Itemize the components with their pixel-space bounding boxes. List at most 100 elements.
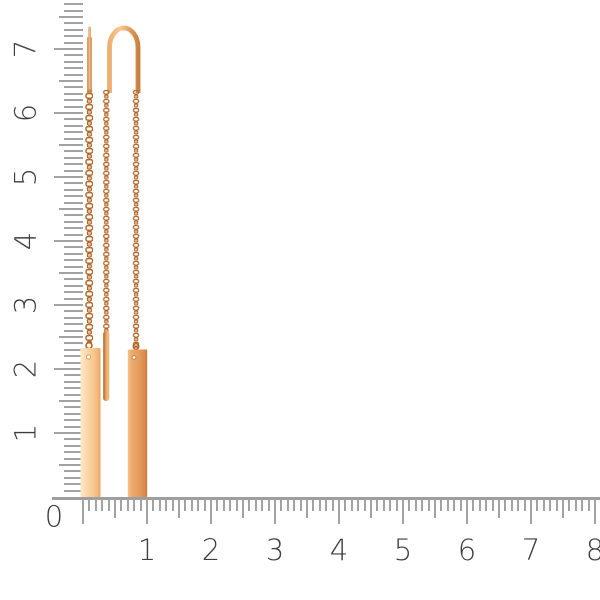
vertical-ruler-tick	[59, 272, 83, 274]
vertical-ruler-tick	[64, 67, 83, 70]
vertical-ruler-tick	[59, 208, 83, 210]
horizontal-ruler-tick	[139, 499, 142, 511]
horizontal-ruler-tick	[402, 499, 404, 524]
horizontal-ruler-tick	[434, 499, 436, 518]
cable-chain	[85, 93, 93, 344]
horizontal-ruler-tick	[293, 499, 296, 511]
horizontal-ruler-tick	[306, 499, 308, 518]
horizontal-ruler-tick	[517, 499, 520, 511]
horizontal-ruler-tick	[427, 499, 430, 511]
horizontal-ruler-tick	[523, 499, 526, 511]
vertical-ruler-tick	[64, 22, 83, 25]
u-shaped-ear-wire	[107, 25, 141, 93]
vertical-ruler-tick	[64, 214, 83, 217]
earring-left-flat	[80, 26, 101, 497]
horizontal-ruler-number: 5	[393, 533, 413, 567]
horizontal-ruler-tick	[280, 499, 283, 511]
vertical-ruler-tick	[64, 284, 83, 287]
horizontal-ruler-tick	[594, 499, 596, 524]
vertical-ruler-tick	[64, 195, 83, 198]
horizontal-ruler-tick	[414, 499, 417, 511]
vertical-ruler-tick	[64, 297, 83, 300]
horizontal-ruler-tick	[510, 499, 513, 511]
vertical-ruler-tick	[64, 105, 83, 108]
earring-right-threaded	[102, 25, 148, 497]
horizontal-ruler-tick	[126, 499, 129, 511]
horizontal-ruler-tick	[299, 499, 302, 511]
needle-end-cap	[86, 89, 93, 93]
vertical-ruler-tick	[64, 348, 83, 351]
vertical-ruler-tick	[54, 368, 83, 370]
horizontal-ruler-tick	[498, 499, 500, 518]
vertical-ruler-tick	[64, 483, 83, 486]
horizontal-ruler-tick	[158, 499, 161, 511]
horizontal-ruler-tick	[146, 499, 148, 524]
vertical-ruler-tick	[64, 220, 83, 223]
vertical-ruler-tick	[64, 380, 83, 383]
horizontal-ruler-tick	[171, 499, 174, 511]
vertical-ruler-tick	[64, 188, 83, 191]
horizontal-ruler-number: 4	[329, 533, 349, 567]
horizontal-ruler-number: 7	[521, 533, 541, 567]
vertical-ruler-tick	[64, 310, 83, 313]
horizontal-ruler-tick	[581, 499, 584, 511]
horizontal-ruler-tick	[120, 499, 123, 511]
vertical-ruler-tick	[64, 457, 83, 460]
horizontal-ruler-tick	[440, 499, 443, 511]
horizontal-ruler-tick	[338, 499, 340, 524]
vertical-ruler-tick	[64, 425, 83, 428]
vertical-ruler-tick	[64, 259, 83, 262]
horizontal-ruler-tick	[216, 499, 219, 511]
horizontal-ruler-tick	[453, 499, 456, 511]
vertical-ruler-tick	[64, 323, 83, 326]
horizontal-ruler-tick	[542, 499, 545, 511]
vertical-ruler-tick	[64, 9, 83, 12]
horizontal-ruler-tick	[312, 499, 315, 511]
horizontal-ruler-tick	[530, 499, 532, 524]
horizontal-ruler-tick	[152, 499, 155, 511]
horizontal-ruler-tick	[446, 499, 449, 511]
vertical-ruler-tick	[64, 470, 83, 473]
horizontal-ruler-tick	[107, 499, 110, 511]
horizontal-ruler-tick	[210, 499, 212, 524]
horizontal-ruler-tick	[235, 499, 238, 511]
horizontal-ruler-tick	[286, 499, 289, 511]
vertical-ruler-tick	[64, 444, 83, 447]
horizontal-ruler-tick	[408, 499, 411, 511]
horizontal-ruler-tick	[318, 499, 321, 511]
bar-drop-hole	[131, 355, 137, 360]
cable-chain-front	[102, 90, 110, 333]
vertical-ruler-tick	[59, 400, 83, 402]
horizontal-ruler-tick	[267, 499, 270, 511]
vertical-ruler-tick	[54, 48, 83, 50]
horizontal-ruler-tick	[203, 499, 206, 511]
horizontal-ruler-tick	[133, 499, 136, 511]
vertical-ruler-tick	[64, 86, 83, 89]
vertical-ruler-tick	[64, 3, 83, 6]
horizontal-ruler-tick	[242, 499, 244, 518]
horizontal-ruler-tick	[350, 499, 353, 511]
cable-chain-back	[132, 90, 140, 348]
horizontal-ruler-tick	[261, 499, 264, 511]
vertical-ruler-tick	[54, 240, 83, 242]
vertical-ruler-tick	[59, 16, 83, 18]
horizontal-ruler-tick	[587, 499, 590, 511]
vertical-ruler-tick	[64, 28, 83, 31]
horizontal-ruler-tick	[331, 499, 334, 511]
vertical-ruler-tick	[64, 291, 83, 294]
horizontal-ruler-tick	[395, 499, 398, 511]
vertical-ruler-tick	[64, 73, 83, 76]
bar-drop-right	[127, 349, 148, 497]
horizontal-ruler-tick	[222, 499, 225, 511]
vertical-ruler-tick	[64, 419, 83, 422]
vertical-ruler-tick	[64, 156, 83, 159]
horizontal-ruler-tick	[370, 499, 372, 518]
horizontal-ruler-tick	[178, 499, 180, 518]
vertical-ruler-tick	[64, 489, 83, 492]
vertical-ruler-tick	[64, 438, 83, 441]
horizontal-ruler-tick	[363, 499, 366, 511]
horizontal-ruler-tick	[190, 499, 193, 511]
vertical-ruler-tick	[64, 355, 83, 358]
horizontal-ruler-number: 6	[457, 533, 477, 567]
